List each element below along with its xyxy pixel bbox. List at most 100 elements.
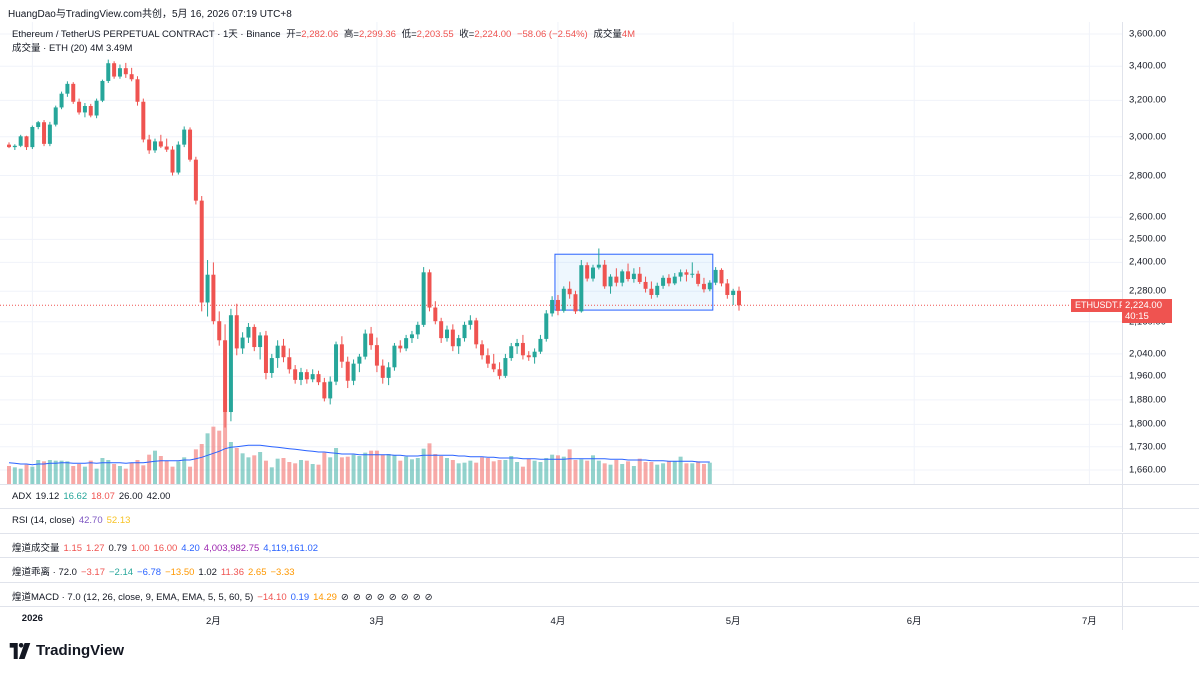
volume-bar [193,449,198,484]
indicator-value: 14.29 [313,591,337,603]
candle-body [147,139,152,151]
candle [65,81,70,97]
volume-bar [626,461,631,484]
candle-body [293,369,298,380]
candle-body [567,288,572,295]
candle-body [258,335,263,348]
volume-bar [77,464,82,484]
volume-bar [427,443,432,484]
indicator-pane[interactable]: 煌道MACD · 7.0 (12, 26, close, 9, EMA, EMA… [0,581,1122,606]
candle [71,82,76,104]
indicator-pane[interactable]: ADX 19.12 16.62 18.07 26.00 42.00 [0,484,1122,508]
price-chart-svg[interactable] [0,22,1122,484]
volume-bar [199,444,204,484]
legend-title[interactable]: Ethereum / TetherUS PERPETUAL CONTRACT ·… [12,29,281,40]
volume-bar [690,463,695,484]
candle-body [480,344,485,356]
volume-bar [462,462,467,484]
tradingview-logo[interactable]: TradingView [8,642,124,659]
volume-legend-label[interactable]: 成交量 · ETH (20) [12,43,88,54]
candle [88,103,93,118]
indicator-value: −6.78 [137,567,162,579]
indicator-name[interactable]: 煌道成交量 [12,542,60,554]
indicator-pane[interactable]: 煌道成交量 1.15 1.27 0.79 1.00 16.00 4.20 4,003,982.… [0,532,1122,557]
candle [550,296,555,317]
volume-bar [82,466,87,484]
candle [246,323,251,343]
volume-bar [228,442,233,484]
indicator-value: 18.07 [91,491,115,502]
volume-bar [474,462,479,484]
candle [328,376,333,405]
candle [158,134,163,149]
indicator-name[interactable]: ADX [12,491,32,502]
volume-bar [520,466,525,484]
volume-bar [544,458,549,484]
indicator-value: 1.02 [198,567,217,579]
volume-bar [579,459,584,484]
indicator-value: ⊘ [340,591,349,603]
candle [287,348,292,374]
candle [182,126,187,148]
volume-bar [380,454,385,484]
price-tick-label: 1,660.00 [1129,464,1166,476]
time-tick-label: 5月 [725,616,741,627]
candle-body [731,290,736,295]
indicator-pane[interactable]: 煌道乖离 · 72.0 −3.17 −2.14 −6.78 −13.50 1.02 11.3… [0,557,1122,581]
volume-bar [281,458,286,484]
candle-body [672,276,677,284]
candle [112,61,117,79]
candle-body [666,277,671,284]
indicator-value: 42.00 [146,491,171,502]
candle [36,120,41,130]
volume-bar [117,466,122,484]
indicator-pane[interactable]: RSI (14, close) 42.70 52.13 [0,508,1122,532]
volume-bar [386,454,391,484]
candle [415,321,420,339]
candle-body [626,271,631,280]
candle [602,260,607,289]
volume-bar [334,448,339,484]
candle [637,267,642,284]
candle-body [217,321,222,341]
candle-body [234,315,239,349]
candle [299,367,303,386]
legend-change: −58.06 (−2.54%) [516,29,588,40]
volume-bar [170,466,175,484]
volume-bar [345,456,350,484]
candle [731,288,736,306]
candle-body [100,80,105,101]
price-tick-label: 3,600.00 [1129,28,1166,40]
indicator-name[interactable]: 煌道乖离 · 72.0 [12,567,77,579]
volume-bar [526,458,531,484]
price-axis[interactable]: 3,600.00 3,400.00 3,200.00 3,000.00 2,800.00… [1122,22,1199,484]
candle-body [684,272,689,275]
candle-body [538,338,543,352]
candle [456,334,461,354]
candle [439,317,444,343]
candle-body [409,334,414,339]
candle-body [450,329,455,347]
indicator-name[interactable]: RSI (14, close) [12,515,75,527]
volume-bar [18,468,23,484]
time-axis[interactable]: 2026 2月 3月 4月 5月 6月 7月 [0,606,1122,630]
candle [82,102,87,118]
volume-bar [503,460,508,484]
price-tick-label: 2,400.00 [1129,256,1166,268]
indicator-value: 19.12 [35,491,60,502]
price-pane[interactable] [0,22,1122,484]
candle-body [158,141,163,147]
candle-body [199,200,204,303]
candle [474,317,479,349]
candle [7,142,11,149]
volume-bar [433,454,438,484]
volume-bar [7,466,11,484]
candle [369,326,374,350]
volume-bar [328,457,333,484]
indicator-name[interactable]: 煌道MACD · 7.0 (12, 26, close, 9, EMA, EMA… [12,591,254,603]
indicator-value: 0.79 [108,542,128,554]
volume-bar [666,461,671,484]
volume-bar [468,460,473,484]
last-price-value: 2,224.00 [1125,300,1162,312]
indicator-value: 4,003,982.75 [203,542,260,554]
